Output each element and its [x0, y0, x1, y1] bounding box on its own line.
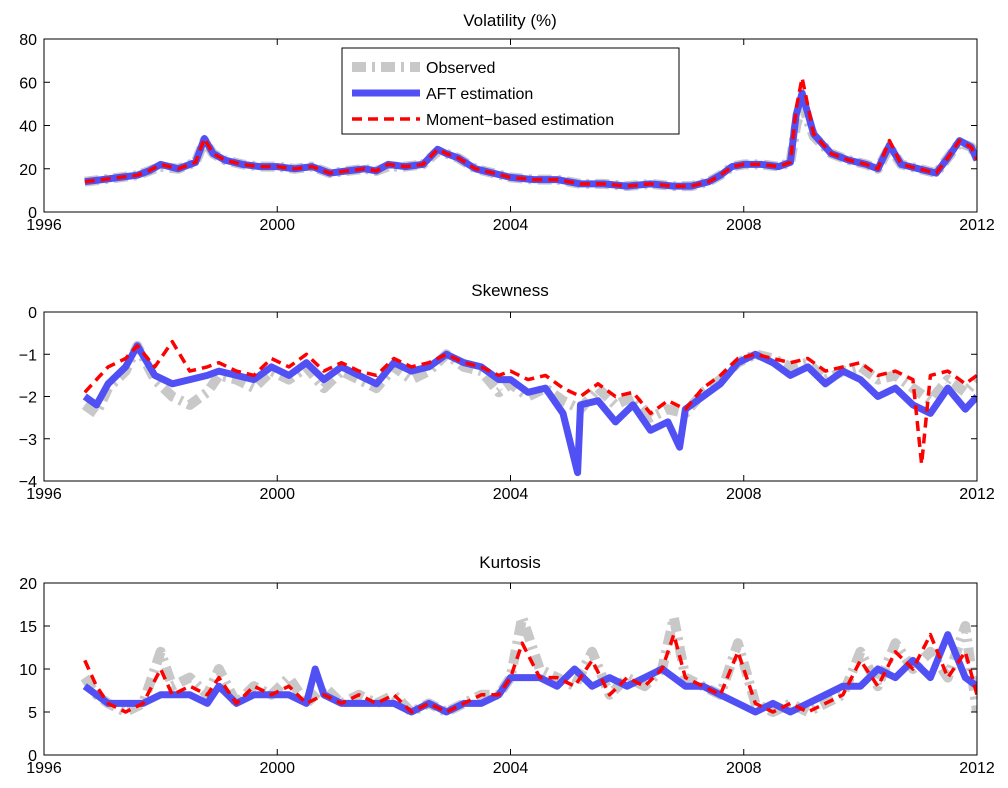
volatility-xtick-label: 2000: [259, 217, 295, 234]
skewness-panel: Skewness 1996 2000 2004 2008 2012 −4 −3 −2 −1 0: [19, 281, 995, 503]
legend-label-moment: Moment−based estimation: [426, 112, 614, 129]
kurtosis-xtick-label: 2012: [959, 760, 995, 777]
volatility-xtick-label: 2012: [959, 217, 995, 234]
kurtosis-panel: Kurtosis 1996 2000 2004 2008 2012 0 5 10 15 20: [19, 553, 995, 777]
kurtosis-ytick-label: 10: [19, 662, 37, 679]
skewness-ytick-label: −3: [19, 432, 37, 449]
volatility-xtick-label: 2004: [493, 217, 529, 234]
skewness-series-aft: [82, 342, 977, 477]
volatility-ytick-label: 80: [19, 32, 37, 49]
volatility-xtick-label: 2008: [726, 217, 762, 234]
skewness-xtick-label: 1996: [26, 486, 62, 503]
volatility-ytick-label: 40: [19, 119, 37, 136]
kurtosis-ytick-label: 5: [28, 705, 37, 722]
legend-label-observed: Observed: [426, 60, 495, 77]
skewness-xtick-label: 2004: [493, 486, 529, 503]
skewness-axes-frame: [43, 311, 978, 482]
volatility-ytick-label: 60: [19, 75, 37, 92]
volatility-panel: Volatility (%) 1996 2000 2004 2008 2012 0 20 4…: [19, 11, 995, 234]
volatility-title: Volatility (%): [463, 11, 557, 30]
skewness-title: Skewness: [471, 281, 548, 300]
legend: Observed AFT estimation Moment−based est…: [341, 47, 680, 135]
legend-label-aft: AFT estimation: [426, 86, 533, 103]
kurtosis-series-observed: [80, 612, 977, 717]
volatility-ytick-label: 0: [28, 205, 37, 222]
kurtosis-xtick-label: 1996: [26, 760, 62, 777]
kurtosis-xtick-label: 2000: [259, 760, 295, 777]
skewness-ytick-label: −4: [19, 474, 37, 491]
skewness-ytick-label: −2: [19, 390, 37, 407]
skewness-xtick-label: 2012: [959, 486, 995, 503]
kurtosis-series-aft: [82, 631, 977, 716]
kurtosis-axes-frame: [43, 582, 978, 756]
skewness-ytick-label: −1: [19, 347, 37, 364]
skewness-series-observed: [81, 340, 977, 423]
skewness-xtick-label: 2008: [726, 486, 762, 503]
kurtosis-ytick-label: 0: [28, 748, 37, 765]
volatility-xtick-label: 1996: [26, 217, 62, 234]
kurtosis-xtick-label: 2004: [493, 760, 529, 777]
volatility-series-moment: [84, 76, 977, 188]
kurtosis-series-moment: [83, 632, 977, 714]
kurtosis-title: Kurtosis: [479, 553, 540, 572]
kurtosis-xtick-label: 2008: [726, 760, 762, 777]
skewness-ytick-label: 0: [28, 305, 37, 322]
kurtosis-ytick-label: 20: [19, 576, 37, 593]
skewness-xtick-label: 2000: [259, 486, 295, 503]
kurtosis-ytick-label: 15: [19, 619, 37, 636]
skewness-series-moment: [83, 339, 977, 466]
volatility-ytick-label: 20: [19, 162, 37, 179]
